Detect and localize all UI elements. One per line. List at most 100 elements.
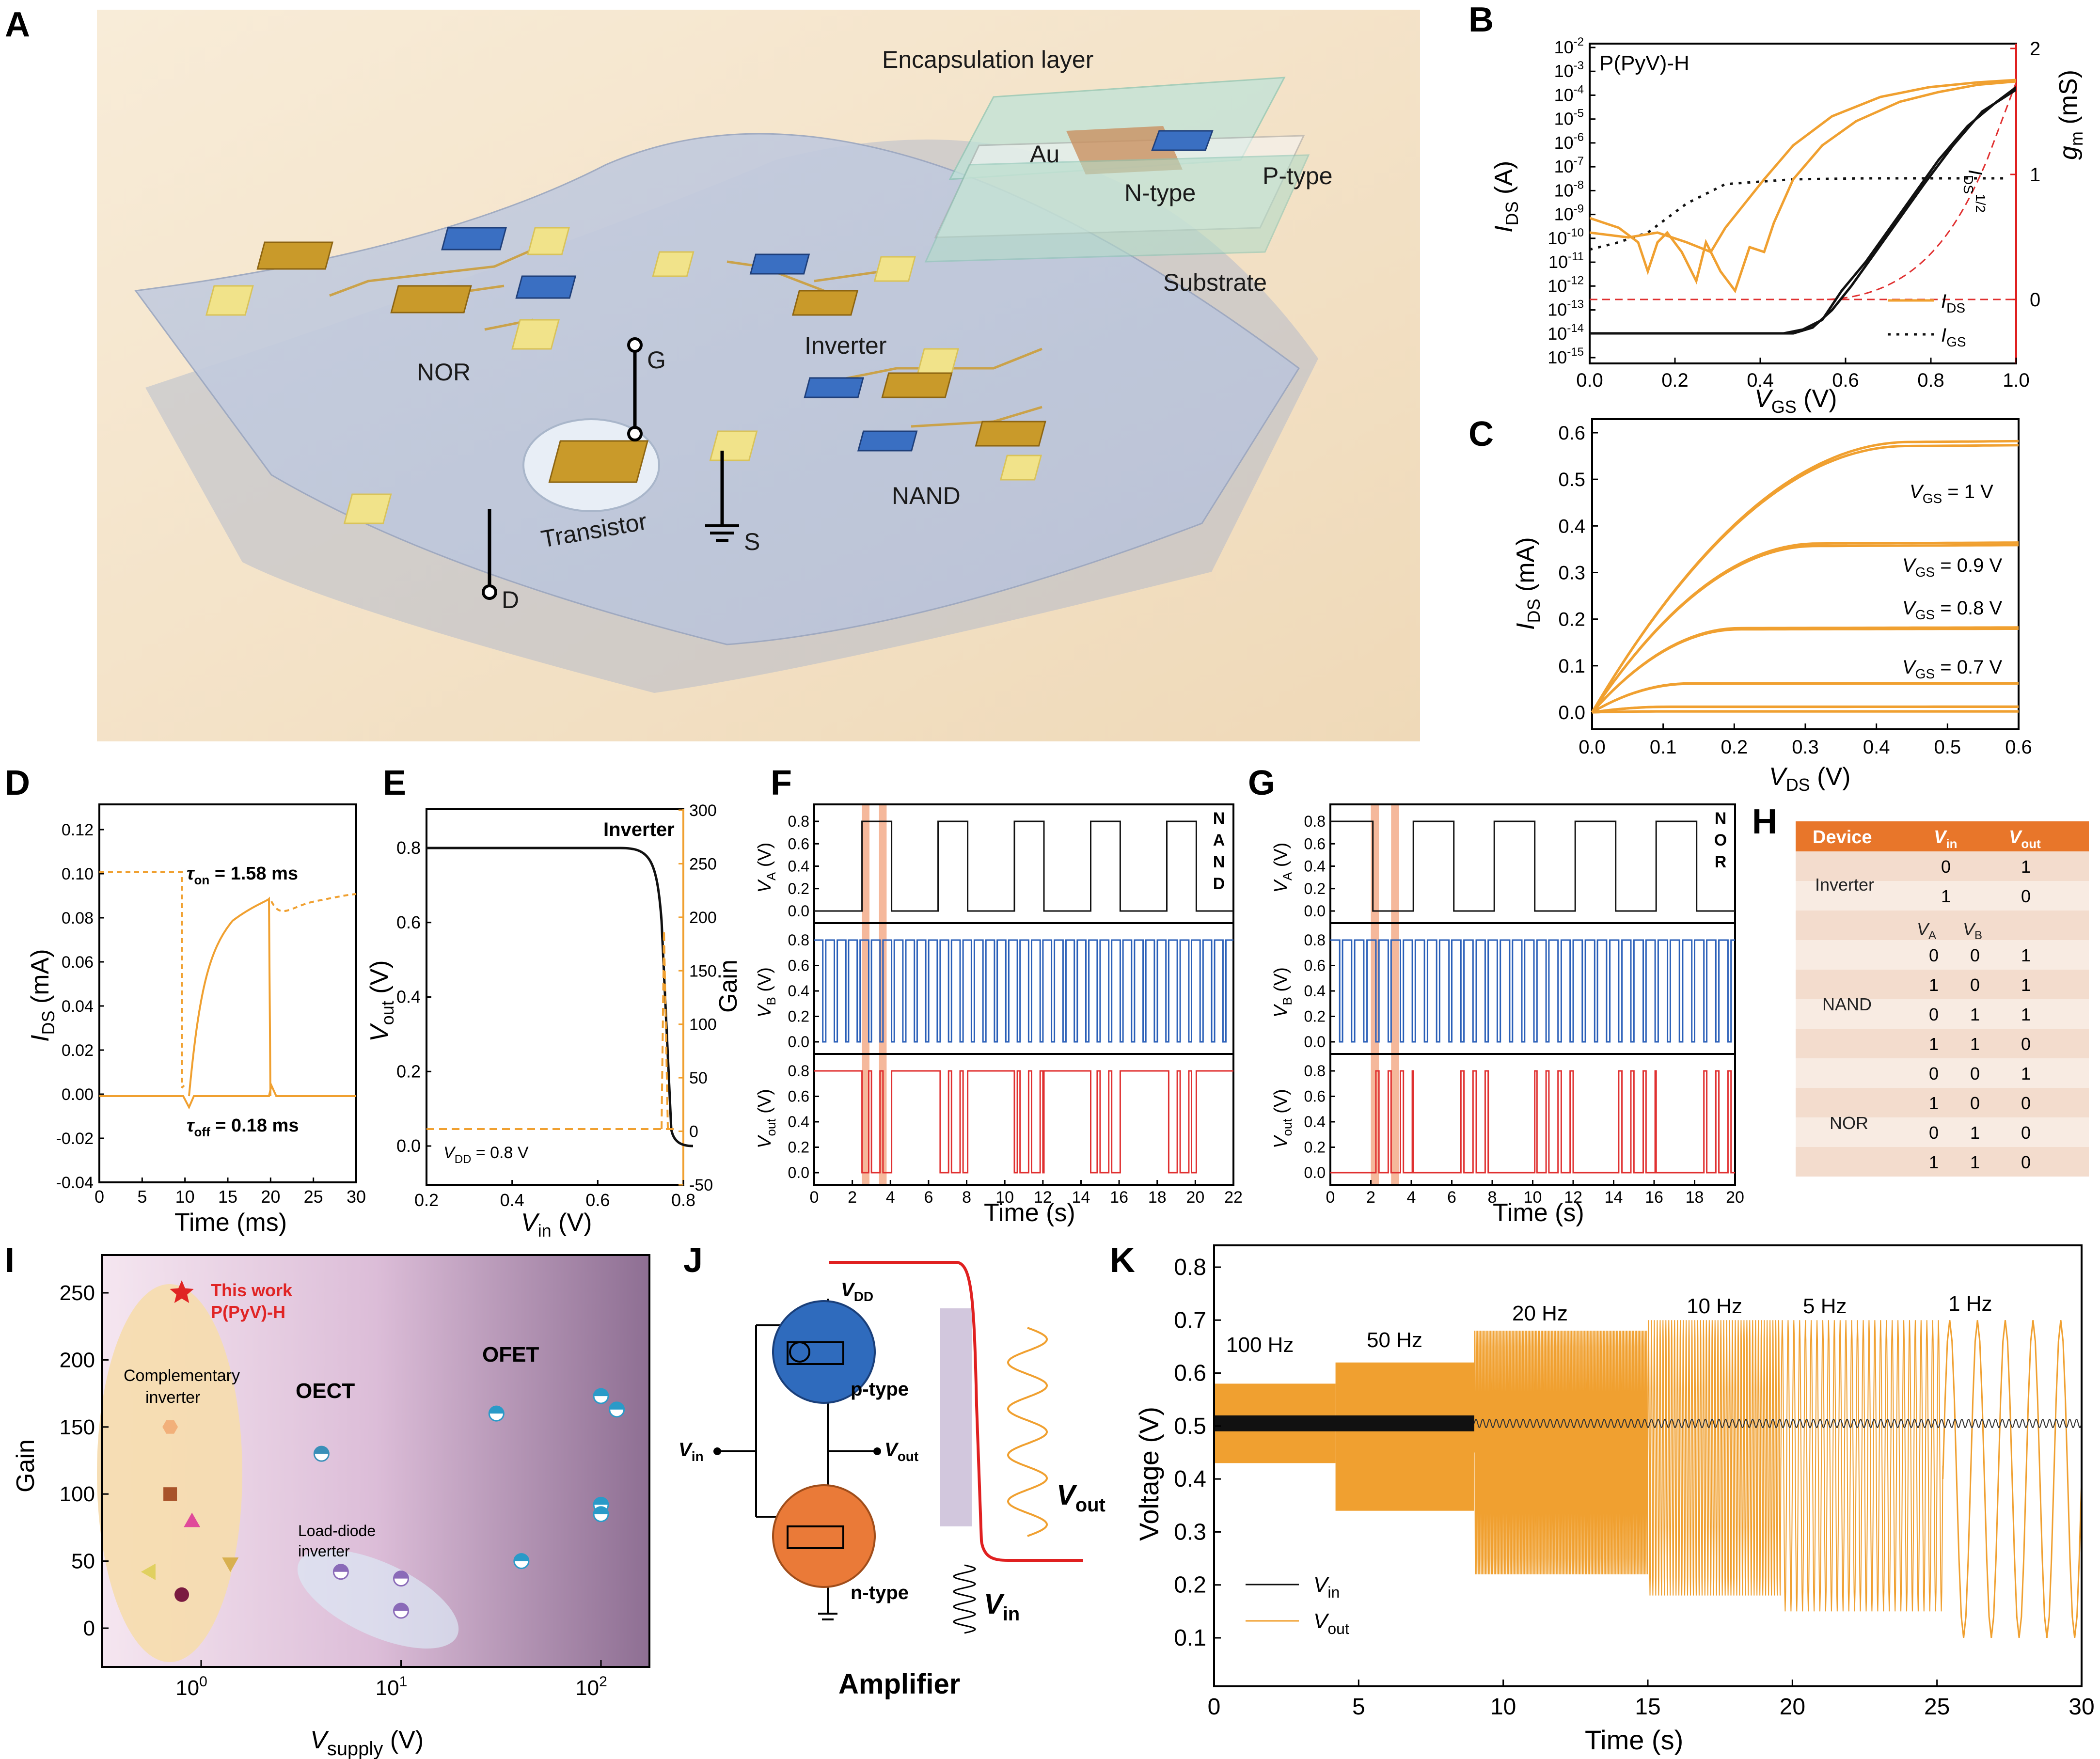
ticklabel-k-y: 0.6 [1174, 1361, 1206, 1386]
ticklabel-y: 0.0 [1304, 1164, 1326, 1181]
this-work-material: P(PyV)-H [211, 1302, 285, 1322]
table-row [1796, 911, 2089, 940]
ticklabel-y: 0.6 [1304, 1088, 1326, 1105]
vin-label-j: Vin [679, 1439, 704, 1464]
ticklabel-x: 18 [1686, 1188, 1704, 1207]
ticklabel-b-y: 10-10 [1547, 226, 1584, 248]
table-cell: 1 [1970, 1034, 1980, 1054]
panel-label-c: C [1468, 415, 1494, 454]
table-cell: 0 [1970, 975, 1980, 995]
vout-trace [1780, 1320, 1943, 1612]
output-curve [1592, 706, 2019, 714]
ylabel-i: Gain [12, 1439, 40, 1492]
ticklabel-c-y: 0.2 [1558, 609, 1585, 630]
row-label-nand: NAND [1822, 994, 1872, 1014]
panel-e: E 0.2 0.4 0.6 0.8 0.8 0.6 0.4 0.2 0.0 300 250 200 15… [365, 764, 742, 1241]
data-point-half [394, 1571, 409, 1579]
subplot-frame [813, 803, 1234, 924]
vout-trace [1942, 1320, 2082, 1638]
ticklabel-i-y: 50 [71, 1550, 95, 1573]
c-curve-labels: VGS = 1 V VGS = 0.9 V VGS = 0.8 V VGS = … [1902, 481, 2002, 681]
ticklabel-x: 10 [995, 1188, 1014, 1207]
label-encapsulation: Encapsulation layer [882, 46, 1093, 73]
ticklabel-y: 0.2 [788, 880, 809, 897]
ticklabel-x: 22 [1224, 1188, 1243, 1207]
curve-label-09v: VGS = 0.9 V [1902, 555, 2002, 580]
ticklabel-y: 0.4 [1304, 858, 1326, 875]
ticklabel-b-y: 10-12 [1547, 274, 1584, 296]
vout-big-label: Vout [1057, 1479, 1105, 1516]
ticklabel-y: 0.2 [788, 1139, 809, 1156]
ticklabel-y: 0.2 [1304, 1139, 1326, 1156]
ticklabel-x: 0 [1326, 1188, 1335, 1207]
ticklabel-b-y2: 2 [2030, 38, 2040, 60]
ticklabel-x: 16 [1645, 1188, 1663, 1207]
this-work-star [170, 1280, 194, 1303]
table-cell: 1 [1941, 886, 1951, 906]
ylabel-sub: Vout (V) [1271, 1089, 1295, 1148]
panel-label-f: F [771, 764, 792, 802]
data-point-half [514, 1554, 529, 1561]
ticklabel-x: 0 [810, 1188, 819, 1207]
table-row [1796, 1147, 2089, 1177]
freq-label: 5 Hz [1803, 1294, 1847, 1318]
ticklabel-b-y: 10-5 [1554, 107, 1584, 129]
h-vb: VB [1963, 919, 1982, 942]
drain-terminal [482, 584, 497, 600]
panel-f: F 0.8 0.6 0.4 0.2 0.0 0.8 0.6 0.4 0.2 0.0 0.8 0.6 0.… [755, 764, 1243, 1227]
legend-vout-k: Vout [1313, 1609, 1349, 1637]
inverter-device: Inverter [652, 251, 916, 359]
logic-trace [1330, 820, 1735, 912]
tau-off-label: τoff = 0.18 ms [187, 1115, 299, 1139]
ticklabel-b-y: 10-8 [1554, 178, 1584, 200]
load-diode-label-2: inverter [298, 1542, 350, 1560]
substrate-layer [924, 154, 1310, 263]
ticklabel-b-y2: 0 [2030, 289, 2040, 311]
ticklabel-y: 0.0 [788, 1164, 809, 1181]
label-nand: NAND [892, 482, 961, 509]
logic-trace [814, 1070, 1233, 1174]
ticklabel-y: 0.2 [788, 1008, 809, 1025]
label-d: D [502, 586, 519, 613]
ticklabel-y: 0.4 [1304, 982, 1326, 1000]
legend-b: IDS IGS [1888, 291, 1966, 349]
ticklabel-b-y: 10-15 [1547, 346, 1584, 367]
logic-trace [1330, 939, 1735, 1043]
freq-label: 10 Hz [1687, 1294, 1742, 1318]
complementary-label-2: inverter [145, 1388, 200, 1407]
legend-vin-k: Vin [1313, 1573, 1340, 1601]
header-vin: Vin [1934, 827, 1957, 851]
freq-label: 20 Hz [1512, 1302, 1568, 1325]
ticklabel-d-x: 20 [261, 1187, 280, 1207]
table-cell: 0 [1970, 1064, 1980, 1084]
ylabel-b: IDS (A) [1490, 161, 1522, 233]
ticklabel-b-x: 0.6 [1832, 370, 1859, 391]
ticklabel-d-x: 15 [218, 1187, 237, 1207]
panel-label-e: E [383, 764, 406, 802]
panel-j: J VDD p-type n-type Vin Vout Vo [679, 1241, 1105, 1700]
this-work-label: This work [211, 1280, 293, 1300]
ticklabel-k-x: 0 [1208, 1694, 1221, 1720]
panel-label-i: I [5, 1241, 15, 1280]
ticklabel-x: 2 [1366, 1188, 1375, 1207]
panel-c: C 0.0 0.1 0.2 0.3 0.4 0.5 0.6 0.6 0.5 0.4 0.3 0.2 0.… [1468, 415, 2032, 795]
ticklabel-c-y: 0.4 [1558, 516, 1585, 537]
plot-frame-b [1589, 43, 2017, 364]
table-cell: 1 [2021, 945, 2031, 965]
ticklabel-i-x: 100 [175, 1674, 207, 1700]
ntype-label: n-type [851, 1582, 909, 1603]
ticklabel-y: 0.4 [788, 982, 809, 1000]
ptype-label: p-type [851, 1379, 909, 1400]
table-cell: 0 [2021, 1093, 2031, 1113]
highlight-band [1391, 804, 1399, 1185]
row-label-nor: NOR [1830, 1113, 1868, 1133]
table-row [1796, 881, 2089, 911]
freq-label: 1 Hz [1948, 1292, 1992, 1316]
panel-label-g: G [1248, 764, 1275, 802]
ticklabel-e-y: 0.0 [396, 1136, 421, 1156]
table-cell: 1 [2021, 975, 2031, 995]
ticklabel-y: 0.4 [788, 858, 809, 875]
ticklabel-b-y: 10-14 [1547, 322, 1584, 344]
table-cell: 0 [1941, 857, 1951, 877]
legend-ids: I [1941, 291, 1946, 312]
